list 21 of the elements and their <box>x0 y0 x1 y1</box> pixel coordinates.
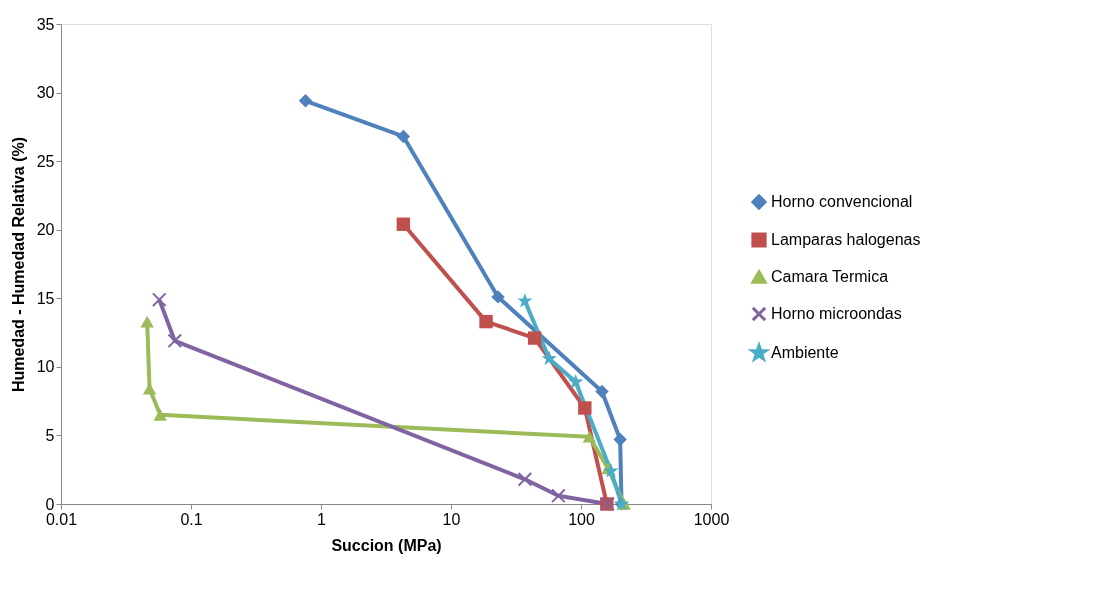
legend-label: Lamparas halogenas <box>771 231 921 248</box>
x-axis-title: Succion (MPa) <box>331 536 442 554</box>
y-axis-title: Humedad - Humedad Relativa (%) <box>9 136 27 393</box>
x-tick-label: 10 <box>442 510 461 528</box>
legend-label: Ambiente <box>771 344 839 361</box>
y-tick-label: 25 <box>36 152 55 170</box>
y-tick-label: 15 <box>36 289 55 307</box>
y-tick-label: 20 <box>36 221 55 239</box>
x-tick-label: 1 <box>317 510 327 528</box>
y-tick-label: 0 <box>45 495 55 513</box>
y-tick-label: 10 <box>36 358 55 376</box>
y-tick-label: 30 <box>36 84 55 102</box>
legend-label: Horno microondas <box>771 305 902 322</box>
x-tick-label: 1000 <box>693 510 730 528</box>
y-tick-label: 5 <box>45 426 55 444</box>
legend-label: Horno convencional <box>771 193 913 210</box>
y-tick-label: 35 <box>36 15 55 33</box>
x-tick-label: 100 <box>568 510 595 528</box>
x-tick-label: 0.1 <box>180 510 203 528</box>
legend-label: Camara Termica <box>771 268 889 285</box>
x-tick-label: 0.01 <box>45 510 78 528</box>
